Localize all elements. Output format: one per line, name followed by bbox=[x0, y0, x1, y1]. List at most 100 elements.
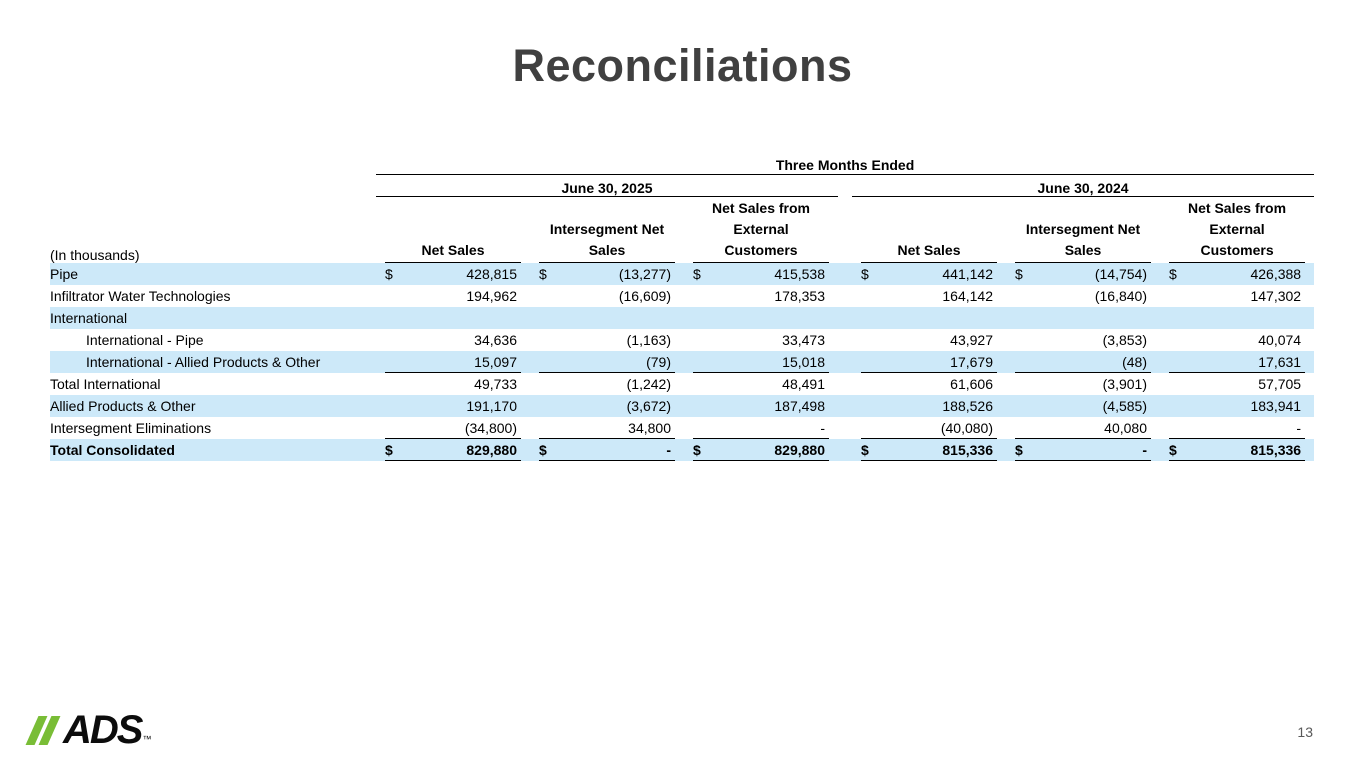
cell-value: (79) bbox=[646, 353, 671, 370]
cell-value: (16,609) bbox=[618, 288, 671, 304]
cell-value: 829,880 bbox=[466, 441, 517, 458]
currency-symbol: $ bbox=[1015, 441, 1023, 458]
row-label: International bbox=[50, 307, 376, 329]
value-cell: 183,941 bbox=[1160, 395, 1315, 417]
row-label: International - Allied Products & Other bbox=[50, 351, 376, 373]
cell-value: 426,388 bbox=[1250, 266, 1302, 282]
cell-value: (4,585) bbox=[1102, 398, 1147, 414]
period-header: Three Months Ended bbox=[376, 155, 1315, 175]
table-row: International bbox=[50, 307, 1315, 329]
value-cell: 57,705 bbox=[1160, 373, 1314, 395]
table-row: Total International 49,733 (1,242) 48,491 61… bbox=[50, 373, 1314, 395]
value-cell bbox=[684, 307, 838, 329]
logo-slashes-icon bbox=[25, 716, 61, 749]
value-cell: $815,336 bbox=[852, 439, 1006, 461]
value-cell: 17,631 bbox=[1160, 351, 1315, 373]
value-cell: 40,074 bbox=[1160, 329, 1314, 351]
currency-symbol: $ bbox=[539, 266, 547, 282]
cell-value: 428,815 bbox=[466, 266, 517, 282]
value-cell: 34,800 bbox=[530, 417, 684, 439]
value-cell: (16,840) bbox=[1006, 285, 1160, 307]
row-label: Total International bbox=[50, 376, 161, 392]
page-number: 13 bbox=[1297, 724, 1313, 740]
value-cell: $415,538 bbox=[684, 263, 838, 285]
value-cell: 164,142 bbox=[852, 285, 1006, 307]
table-row: International - Pipe 34,636 (1,163) 33,473 4… bbox=[50, 329, 1314, 351]
cell-value: (3,901) bbox=[1102, 376, 1147, 392]
value-cell: 33,473 bbox=[684, 329, 838, 351]
currency-symbol: $ bbox=[1169, 266, 1177, 282]
column-header-net-sales-2025: Net Sales bbox=[385, 197, 521, 263]
value-cell: 40,080 bbox=[1006, 417, 1160, 439]
value-cell: 15,018 bbox=[684, 351, 838, 373]
cell-value: 815,336 bbox=[1250, 441, 1302, 458]
value-cell bbox=[852, 307, 1006, 329]
value-cell: 43,927 bbox=[852, 329, 1006, 351]
table-row: Pipe $428,815 $ (13,277) $415,538 $441,142 $ (1… bbox=[50, 263, 1315, 285]
value-cell: $ (13,277) bbox=[530, 263, 684, 285]
value-cell: - bbox=[1160, 417, 1314, 439]
cell-value: 34,800 bbox=[628, 419, 671, 436]
group-spacer bbox=[838, 417, 852, 439]
cell-value: (34,800) bbox=[464, 419, 517, 436]
cell-value: - bbox=[666, 441, 671, 458]
currency-symbol: $ bbox=[1015, 266, 1023, 282]
value-cell bbox=[1160, 307, 1315, 329]
ads-logo: ADS ™ bbox=[25, 710, 151, 750]
column-header-net-sales-2024: Net Sales bbox=[861, 197, 997, 263]
value-cell: (3,672) bbox=[530, 395, 684, 417]
cell-value: 815,336 bbox=[942, 441, 993, 458]
value-cell: 147,302 bbox=[1160, 285, 1314, 307]
group-spacer bbox=[838, 285, 852, 307]
value-cell: $ (14,754) bbox=[1006, 263, 1160, 285]
value-cell: $ - bbox=[530, 439, 684, 461]
group-spacer bbox=[838, 307, 852, 329]
value-cell: (48) bbox=[1006, 351, 1160, 373]
table-row: Intersegment Eliminations (34,800) 34,800 -… bbox=[50, 417, 1314, 439]
value-cell: (79) bbox=[530, 351, 684, 373]
cell-value: 17,679 bbox=[950, 353, 993, 370]
value-cell: (4,585) bbox=[1006, 395, 1160, 417]
value-cell: (3,901) bbox=[1006, 373, 1160, 395]
page-title: Reconciliations bbox=[512, 40, 853, 91]
table-row: Allied Products & Other 191,170 (3,672) 187… bbox=[50, 395, 1315, 417]
cell-value: (1,163) bbox=[626, 332, 671, 348]
value-cell: (1,242) bbox=[530, 373, 684, 395]
cell-value: 441,142 bbox=[942, 266, 993, 282]
table-row: Total Consolidated $829,880 $ - $829,880 $815… bbox=[50, 439, 1315, 461]
group-spacer bbox=[838, 351, 852, 373]
group-spacer bbox=[838, 197, 852, 264]
column-header-cell: Net Sales from External Customers bbox=[1160, 197, 1314, 263]
cell-value: 829,880 bbox=[774, 441, 825, 458]
row-label: Allied Products & Other bbox=[50, 395, 376, 417]
value-cell: 191,170 bbox=[376, 395, 530, 417]
cell-value: 61,606 bbox=[950, 376, 993, 392]
column-header-cell: Net Sales bbox=[376, 197, 530, 263]
row-label: Total Consolidated bbox=[50, 439, 376, 461]
cell-value: (3,672) bbox=[626, 398, 671, 414]
group-spacer bbox=[838, 373, 852, 395]
cell-value: 17,631 bbox=[1258, 353, 1302, 370]
cell-value: 194,962 bbox=[466, 288, 517, 304]
empty-cell bbox=[50, 155, 376, 175]
value-cell: $428,815 bbox=[376, 263, 530, 285]
group-header-2025: June 30, 2025 bbox=[376, 174, 838, 197]
column-header-cell: Net Sales from External Customers bbox=[684, 197, 838, 263]
cell-value: 147,302 bbox=[1250, 288, 1302, 304]
value-cell: 178,353 bbox=[684, 285, 838, 307]
group-spacer bbox=[838, 175, 852, 197]
cell-value: (40,080) bbox=[940, 419, 993, 436]
cell-value: 164,142 bbox=[942, 288, 993, 304]
group-spacer bbox=[838, 329, 852, 351]
cell-value: (14,754) bbox=[1094, 266, 1147, 282]
table-row: Infiltrator Water Technologies 194,962 (16… bbox=[50, 285, 1314, 307]
cell-value: 15,018 bbox=[782, 353, 825, 370]
value-cell bbox=[376, 307, 530, 329]
in-thousands-label: (In thousands) bbox=[50, 247, 140, 263]
cell-value: 57,705 bbox=[1258, 376, 1302, 392]
column-header-external-2024: Net Sales from External Customers bbox=[1169, 197, 1306, 263]
cell-value: (1,242) bbox=[626, 376, 671, 392]
group-header-2024: June 30, 2024 bbox=[852, 174, 1315, 197]
row-label: Pipe bbox=[50, 263, 376, 285]
